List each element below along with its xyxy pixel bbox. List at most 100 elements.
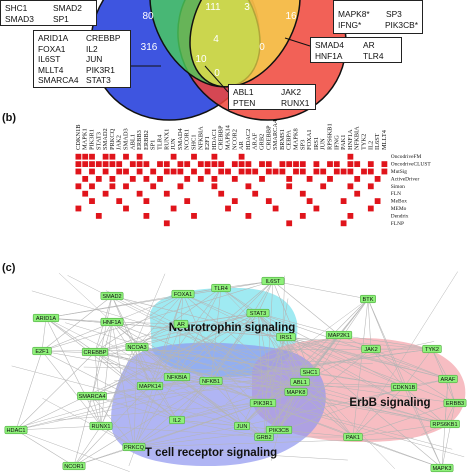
network-edge bbox=[94, 312, 259, 353]
region-label-erbb: ErbB signaling bbox=[349, 397, 430, 409]
network-node[interactable]: IL2 bbox=[169, 415, 185, 424]
network-node[interactable]: CDKN1B bbox=[390, 382, 418, 391]
network-node[interactable]: FOXA1 bbox=[171, 289, 195, 298]
matrix-cell bbox=[306, 198, 313, 204]
network-node-label: HNF1A bbox=[103, 320, 122, 326]
network-node[interactable]: E2F1 bbox=[32, 346, 52, 355]
network-node[interactable]: TYK2 bbox=[422, 344, 442, 353]
matrix-cell bbox=[218, 161, 225, 167]
network-node[interactable]: NFKBIA bbox=[163, 372, 191, 381]
network-node[interactable]: CREBBP bbox=[81, 347, 109, 356]
matrix-cell bbox=[109, 161, 116, 167]
network-edge bbox=[133, 429, 280, 448]
network-edge bbox=[262, 402, 280, 431]
matrix-cell bbox=[177, 183, 184, 190]
matrix-cell bbox=[367, 183, 374, 190]
network-node-label: MAPK14 bbox=[139, 384, 161, 390]
network-node[interactable]: MAPK8 bbox=[284, 387, 308, 397]
method-row-label: Dendrix bbox=[391, 213, 409, 219]
network-node[interactable]: SMARCA4 bbox=[77, 391, 107, 400]
matrix-cell bbox=[129, 161, 136, 167]
matrix-cell bbox=[143, 161, 150, 167]
gene-column-label: SHC1 bbox=[191, 134, 198, 150]
matrix-cell bbox=[102, 161, 109, 167]
network-edge bbox=[41, 280, 274, 352]
network-edge bbox=[352, 386, 405, 438]
network-node[interactable]: STAT3 bbox=[246, 308, 270, 317]
matrix-cell bbox=[231, 161, 238, 167]
panel-label-c: (c) bbox=[2, 262, 16, 274]
gene-column-label: CDKN1B bbox=[75, 124, 82, 150]
network-edge bbox=[94, 320, 257, 353]
network-edge bbox=[111, 321, 135, 448]
network-node[interactable]: TLR4 bbox=[211, 283, 231, 292]
network-node[interactable]: ABL1 bbox=[290, 377, 310, 386]
network-node[interactable]: MAPK3 bbox=[430, 463, 454, 472]
network-node[interactable]: IL6ST bbox=[261, 276, 285, 285]
network-node[interactable]: HDAC1 bbox=[4, 425, 28, 434]
network-node[interactable]: NFKB1 bbox=[199, 376, 223, 385]
network-edge bbox=[41, 350, 446, 425]
network-node[interactable]: HNF1A bbox=[100, 317, 124, 326]
matrix-cell bbox=[75, 183, 82, 190]
network-node-label: IRS1 bbox=[280, 335, 292, 341]
venn-connector-line bbox=[204, 65, 229, 93]
matrix-cell bbox=[143, 198, 150, 204]
method-row-label: MutSig bbox=[391, 169, 407, 175]
matrix-cell bbox=[211, 176, 218, 182]
network-node[interactable]: SHC1 bbox=[300, 367, 320, 376]
network-edge bbox=[15, 429, 75, 467]
network-node[interactable]: GRB2 bbox=[254, 432, 274, 441]
network-edge bbox=[257, 312, 264, 404]
network-node-label: SHC1 bbox=[303, 370, 318, 376]
network-edge bbox=[176, 376, 243, 427]
network-node-label: PRKCQ bbox=[124, 445, 145, 451]
network-node[interactable]: PIK3R1 bbox=[249, 398, 277, 407]
gene-column-label: CREBBP bbox=[218, 125, 225, 150]
gene-column-label: ERBB2 bbox=[143, 130, 150, 150]
network-node[interactable]: ARAF bbox=[438, 374, 458, 383]
network-edge bbox=[285, 336, 456, 404]
matrix-cell bbox=[129, 176, 136, 182]
gene-column-label: CEBPA bbox=[286, 130, 293, 150]
network-node[interactable]: AR bbox=[173, 319, 189, 328]
network-edge bbox=[182, 293, 354, 438]
network-node-box bbox=[284, 387, 308, 397]
gene-label: SMAD2 bbox=[53, 3, 82, 13]
network-node[interactable]: SMAD2 bbox=[100, 291, 124, 300]
network-node-box bbox=[361, 344, 381, 354]
network-node[interactable]: ERBB3 bbox=[443, 398, 467, 407]
network-node[interactable]: IRS1 bbox=[276, 332, 296, 341]
matrix-cell bbox=[354, 176, 361, 182]
network-node[interactable]: NCOA3 bbox=[125, 342, 149, 351]
network-node[interactable]: MAP2K1 bbox=[325, 330, 353, 339]
network-node[interactable]: BTK bbox=[360, 294, 376, 303]
network-edge bbox=[176, 419, 354, 438]
network-node[interactable]: PIK3CB bbox=[265, 425, 293, 434]
matrix-cell bbox=[299, 190, 306, 197]
network-node[interactable]: JUN bbox=[234, 421, 250, 430]
network-edge bbox=[58, 272, 113, 323]
matrix-cell bbox=[245, 213, 252, 219]
network-edge bbox=[42, 397, 135, 448]
network-node[interactable]: PAK1 bbox=[343, 432, 363, 441]
network-node[interactable]: NCOR1 bbox=[62, 461, 86, 470]
network-edge bbox=[403, 348, 433, 388]
network-node-label: MAP2K1 bbox=[328, 333, 350, 339]
network-edge bbox=[94, 351, 178, 421]
matrix-cell bbox=[272, 205, 279, 212]
network-node[interactable]: ARID1A bbox=[32, 313, 60, 322]
network-node[interactable]: JAK2 bbox=[361, 344, 381, 354]
network-node[interactable]: RUNX1 bbox=[89, 421, 113, 430]
matrix-cell bbox=[191, 168, 197, 175]
matrix-cell bbox=[170, 205, 177, 212]
network-edge bbox=[176, 376, 465, 458]
network-edge bbox=[91, 321, 113, 397]
network-node[interactable]: MAPK14 bbox=[136, 381, 164, 390]
network-edge bbox=[45, 317, 178, 421]
network-edge bbox=[370, 348, 456, 404]
gene-label: ARID1A bbox=[38, 33, 69, 43]
network-node[interactable]: RPS6KB1 bbox=[430, 419, 460, 428]
network-node[interactable]: PRKCQ bbox=[122, 442, 146, 451]
matrix-cell bbox=[211, 161, 218, 167]
